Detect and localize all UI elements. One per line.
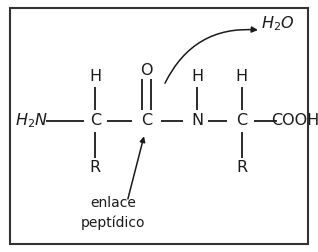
Text: H: H xyxy=(191,69,203,84)
Text: R: R xyxy=(90,160,101,175)
Text: O: O xyxy=(140,63,153,78)
Text: $H_2O$: $H_2O$ xyxy=(261,15,295,33)
Text: enlace
peptídico: enlace peptídico xyxy=(81,196,145,230)
Text: H: H xyxy=(89,69,101,84)
FancyArrowPatch shape xyxy=(165,27,256,83)
Text: C: C xyxy=(141,113,152,129)
Text: N: N xyxy=(191,113,203,129)
Text: C: C xyxy=(236,113,247,129)
Text: R: R xyxy=(236,160,247,175)
Text: COOH: COOH xyxy=(272,113,318,129)
Text: H: H xyxy=(236,69,248,84)
Text: $H_2N$: $H_2N$ xyxy=(15,112,48,130)
Text: C: C xyxy=(90,113,101,129)
